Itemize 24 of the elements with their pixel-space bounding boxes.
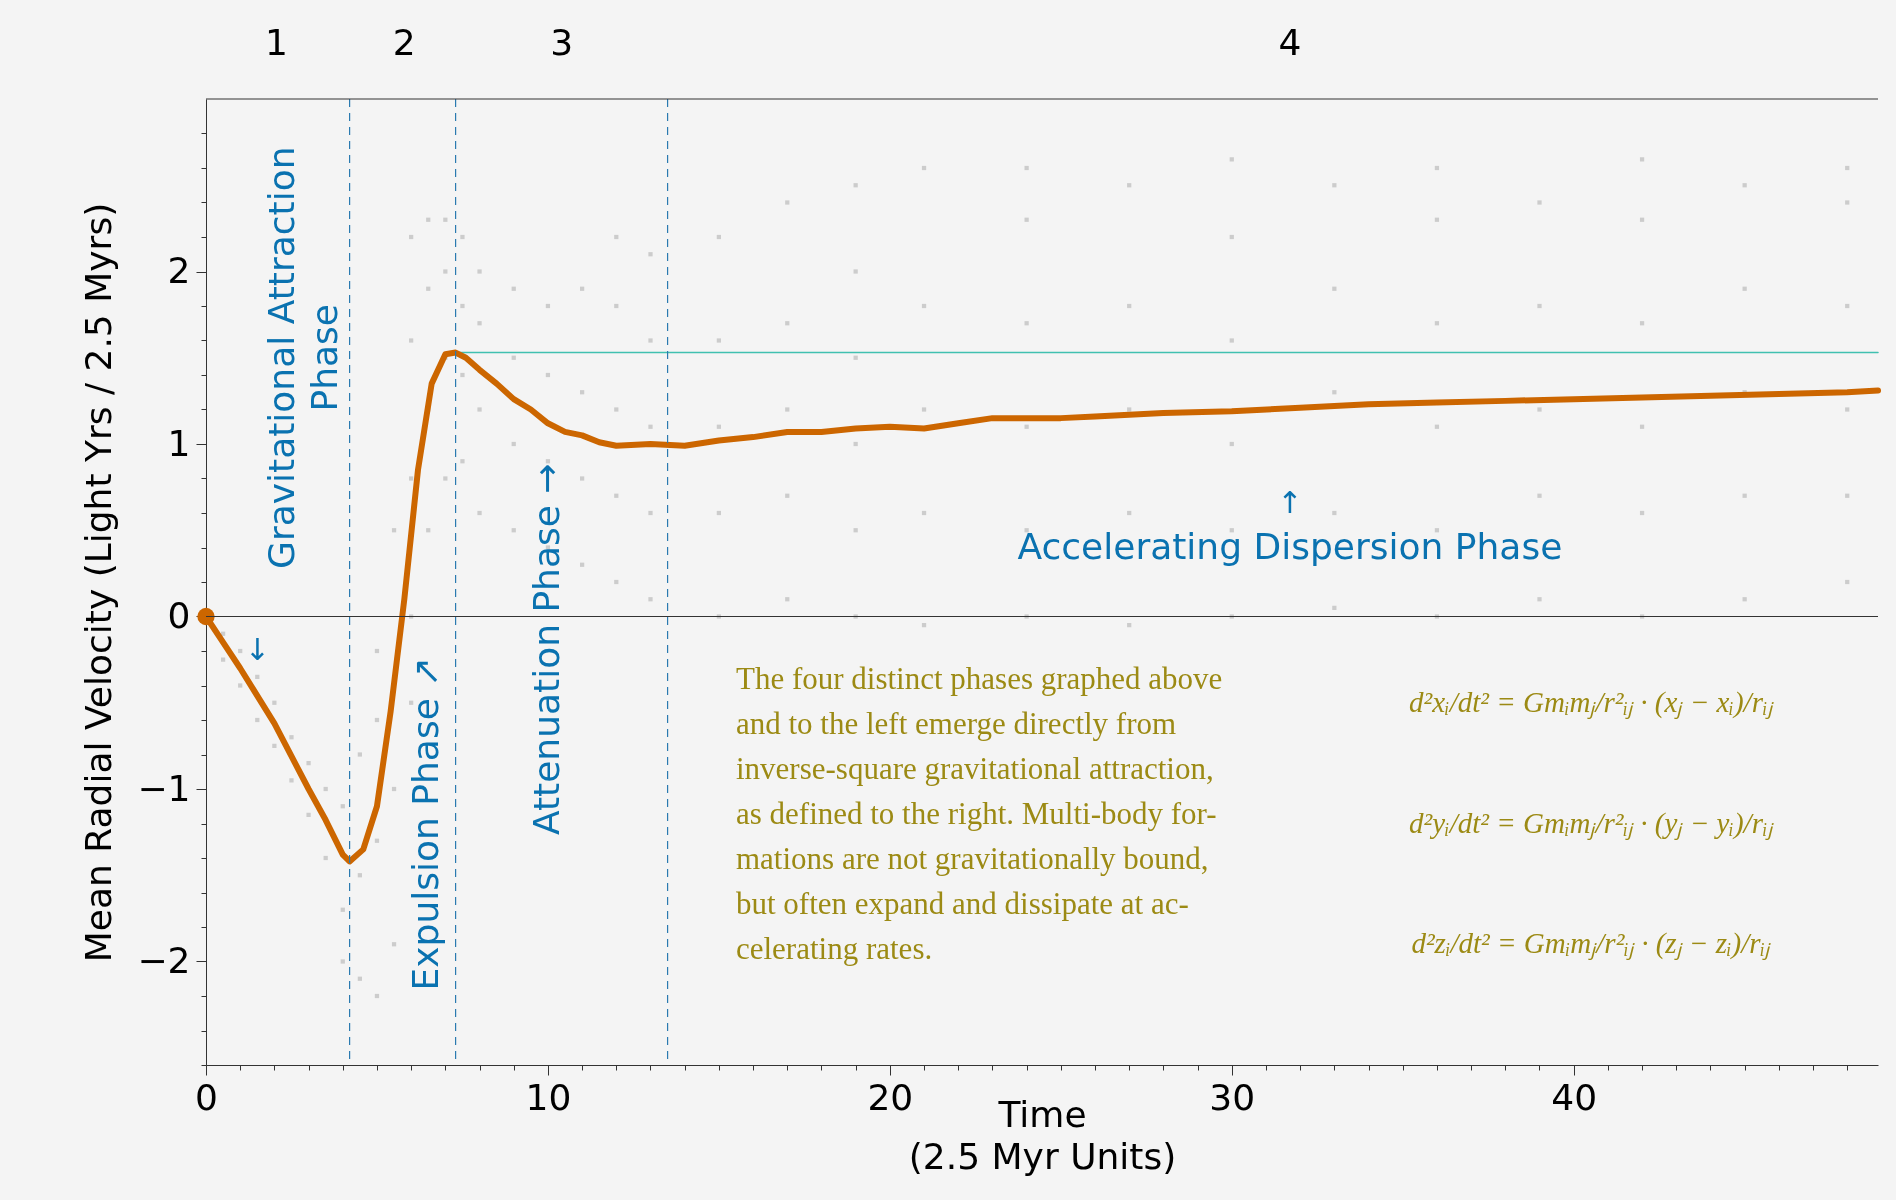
- annotation: Gravitational Attraction Phase: [260, 146, 346, 570]
- text: 4: [1278, 21, 1302, 63]
- annotation: d²zᵢ/dt² = Gmᵢmⱼ/r²ᵢⱼ · (zⱼ − zᵢ)/rᵢⱼ: [1411, 927, 1772, 961]
- y-tick-label: 2: [167, 250, 191, 291]
- annotation: Attenuation Phase →: [525, 463, 567, 836]
- x-tick-label: 10: [525, 1076, 572, 1118]
- y-tick-label: 1: [167, 422, 191, 464]
- x-tick-label: 40: [1551, 1076, 1598, 1118]
- annotation: ↓: [244, 632, 270, 667]
- annotation: Expulsion Phase ↗: [404, 656, 446, 991]
- annotation: d²xᵢ/dt² = Gmᵢmⱼ/r²ᵢⱼ · (xⱼ − xᵢ)/rᵢⱼ: [1409, 685, 1774, 719]
- annotation: The four distinct phases graphed above and to the left emerge directly from inverse-square gravitational attraction, as defined to the right. Multi-body for- mations are not gravitationally bound, but often expand and dissipate at ac- celerating rates.: [735, 660, 1223, 966]
- x-tick-label: 30: [1209, 1076, 1256, 1118]
- y-tick-label: 0: [167, 595, 191, 636]
- y-axis-title: Mean Radial Velocity (Light Yrs / 2.5 Myrs): [78, 202, 120, 963]
- y-tick-label: −2: [137, 940, 191, 981]
- y-tick-label: −1: [137, 767, 191, 809]
- annotation: d²yᵢ/dt² = Gmᵢmⱼ/r²ᵢⱼ · (yⱼ − yᵢ)/rᵢⱼ: [1409, 806, 1774, 840]
- text: 2: [392, 21, 416, 63]
- x-tick-label: 0: [195, 1076, 218, 1118]
- annotation: Accelerating Dispersion Phase: [1017, 525, 1563, 567]
- annotation: ↑: [1277, 485, 1303, 521]
- text: 3: [550, 21, 574, 63]
- text: 1: [264, 21, 288, 63]
